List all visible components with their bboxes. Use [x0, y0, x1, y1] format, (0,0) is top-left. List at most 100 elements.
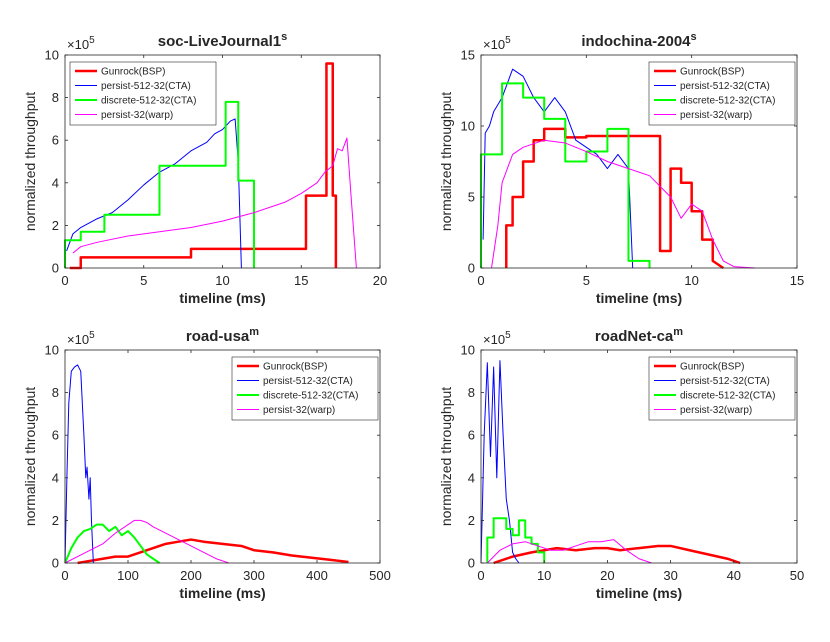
x-tick-label: 500 [369, 568, 391, 583]
series-line [64, 100, 255, 268]
x-axis-label: timeline (ms) [179, 585, 265, 601]
y-multiplier-exponent: 5 [505, 35, 511, 46]
x-axis-label: timeline (ms) [179, 290, 265, 306]
y-tick-label: 2 [52, 218, 59, 233]
legend-label: discrete-512-32(CTA) [680, 391, 775, 402]
title-text: road-usa [186, 328, 250, 345]
x-axis-label: timeline (ms) [596, 290, 682, 306]
y-multiplier-exponent: 5 [89, 35, 95, 46]
x-tick-label: 5 [140, 273, 147, 288]
y-axis-label: normalized throughput [22, 92, 38, 231]
y-tick-label: 10 [461, 343, 475, 358]
y-axis-label: normalized throughput [438, 92, 454, 231]
legend-label: persist-32(warp) [263, 405, 335, 416]
y-multiplier: ×105 [67, 330, 95, 347]
series-line [482, 68, 634, 269]
legend-label: Gunrock(BSP) [101, 67, 165, 78]
y-tick-label: 8 [468, 385, 475, 400]
x-tick-label: 20 [600, 568, 614, 583]
y-multiplier-base: ×10 [67, 332, 89, 347]
title-superscript: s [281, 31, 287, 43]
x-tick-label: 10 [684, 273, 698, 288]
series-line [491, 139, 755, 269]
axes-frame [480, 54, 798, 269]
y-axis-label: normalized throughput [438, 387, 454, 526]
title-text: indochina-2004 [581, 33, 691, 50]
series-line [72, 137, 357, 269]
title-superscript: m [249, 326, 259, 338]
series-line [505, 127, 724, 270]
series-line [64, 523, 161, 564]
legend-label: discrete-512-32(CTA) [680, 96, 775, 107]
y-tick-label: 5 [468, 190, 475, 205]
legend-label: discrete-512-32(CTA) [263, 391, 358, 402]
series-line [480, 360, 520, 564]
legend-label: Gunrock(BSP) [263, 362, 327, 373]
axes-frame [480, 349, 798, 564]
x-tick-label: 10 [537, 568, 551, 583]
x-tick-label: 15 [294, 273, 308, 288]
y-tick-label: 0 [468, 261, 475, 276]
legend-label: discrete-512-32(CTA) [101, 96, 196, 107]
legend-label: persist-512-32(CTA) [680, 376, 770, 387]
series-line [64, 364, 94, 564]
series-line [486, 517, 546, 563]
legend-label: persist-32(warp) [101, 110, 173, 121]
x-tick-label: 30 [663, 568, 677, 583]
title-superscript: s [691, 31, 697, 43]
y-tick-label: 2 [52, 513, 59, 528]
x-axis-label: timeline (ms) [596, 585, 682, 601]
x-tick-label: 5 [583, 273, 590, 288]
x-tick-label: 0 [61, 273, 68, 288]
series-line [77, 538, 349, 565]
legend-label: persist-32(warp) [680, 110, 752, 121]
y-tick-label: 4 [468, 470, 475, 485]
legend-label: persist-512-32(CTA) [263, 376, 353, 387]
y-multiplier-base: ×10 [67, 37, 89, 52]
y-tick-label: 8 [52, 90, 59, 105]
x-tick-label: 100 [117, 568, 139, 583]
x-tick-label: 0 [477, 568, 484, 583]
y-multiplier: ×105 [483, 330, 511, 347]
y-tick-label: 4 [52, 175, 59, 190]
chart-title: road-usam [186, 326, 259, 345]
title-superscript: m [673, 326, 683, 338]
y-tick-label: 2 [468, 513, 475, 528]
chart-title: indochina-2004s [581, 31, 696, 50]
series-line [69, 62, 338, 270]
title-text: roadNet-ca [595, 328, 674, 345]
y-multiplier-base: ×10 [483, 332, 505, 347]
x-tick-label: 200 [180, 568, 202, 583]
y-tick-label: 10 [45, 343, 59, 358]
y-tick-label: 4 [52, 470, 59, 485]
legend-label: persist-32(warp) [680, 405, 752, 416]
y-tick-label: 6 [468, 428, 475, 443]
y-multiplier-exponent: 5 [89, 330, 95, 341]
x-tick-label: 400 [306, 568, 328, 583]
x-tick-label: 0 [61, 568, 68, 583]
y-multiplier: ×105 [483, 35, 511, 52]
y-multiplier-exponent: 5 [505, 330, 511, 341]
y-axis-label: normalized throughput [22, 387, 38, 526]
x-tick-label: 0 [477, 273, 484, 288]
y-tick-label: 8 [52, 385, 59, 400]
y-tick-label: 0 [52, 261, 59, 276]
x-tick-label: 300 [243, 568, 265, 583]
legend-label: persist-512-32(CTA) [101, 81, 191, 92]
x-tick-label: 10 [215, 273, 229, 288]
series-line [480, 82, 651, 268]
chart-title: soc-LiveJournal1s [158, 31, 288, 50]
y-tick-label: 10 [461, 119, 475, 134]
x-tick-label: 20 [373, 273, 387, 288]
legend-label: Gunrock(BSP) [680, 362, 744, 373]
x-tick-label: 40 [727, 568, 741, 583]
x-tick-label: 15 [790, 273, 804, 288]
legend-label: persist-512-32(CTA) [680, 81, 770, 92]
axes-frame [64, 349, 381, 564]
y-tick-label: 10 [45, 48, 59, 63]
series-line [486, 539, 652, 564]
y-tick-label: 0 [52, 556, 59, 571]
chart-title: roadNet-cam [595, 326, 683, 345]
y-multiplier: ×105 [67, 35, 95, 52]
